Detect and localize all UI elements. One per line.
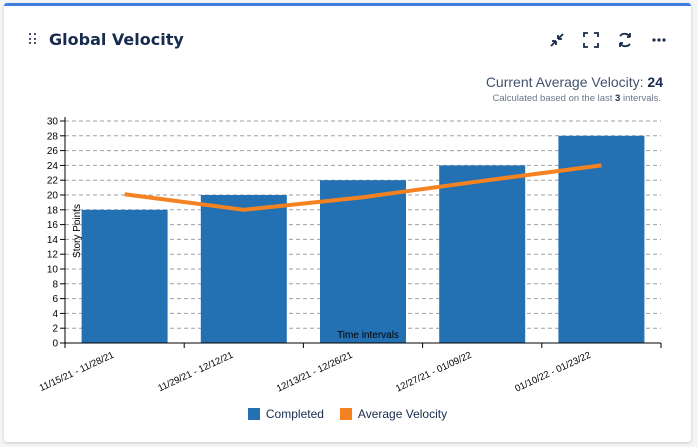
legend-swatch-completed [247,408,260,420]
y-tick-label: 6 [52,294,58,305]
x-tick-label: 11/15/21 - 11/28/21 [38,350,116,394]
legend-label-average: Average Velocity [357,407,448,421]
x-tick-label: 01/10/22 - 01/23/22 [513,350,592,395]
velocity-note-suffix: intervals. [622,93,661,104]
x-tick-label: 11/29/21 - 12/12/21 [156,350,235,394]
chart-legend: Completed Average Velocity [4,407,691,421]
y-tick-label: 24 [47,161,59,172]
bar-completed [320,180,406,343]
y-tick-label: 2 [52,324,58,335]
y-tick-label: 18 [47,205,59,216]
y-tick-label: 22 [47,176,59,187]
card-title: Global Velocity [49,30,184,49]
y-tick-label: 8 [52,279,58,290]
bar-completed [439,165,526,343]
velocity-note: Calculated based on the last 3 intervals… [493,93,661,104]
y-axis-title: Story Points [72,204,83,258]
drag-handle-icon[interactable] [29,33,37,45]
x-axis-title: Time intervals [337,330,399,341]
y-tick-label: 4 [52,309,58,320]
y-tick-label: 28 [47,131,59,142]
current-velocity: Current Average Velocity: 24 [486,74,663,90]
y-tick-label: 20 [47,191,59,202]
y-tick-label: 30 [47,117,59,128]
collapse-icon[interactable] [547,30,567,50]
fullscreen-icon[interactable] [581,30,601,50]
velocity-note-count: 3 [615,93,621,104]
legend-swatch-average [339,408,352,420]
card-toolbar [547,30,669,50]
y-tick-label: 26 [47,146,59,157]
velocity-note-prefix: Calculated based on the last [492,93,613,104]
bar-completed [200,195,287,343]
velocity-value: 24 [647,74,663,90]
y-tick-label: 0 [52,339,58,350]
y-tick-label: 14 [47,235,59,246]
legend-item-completed[interactable]: Completed [247,407,324,421]
velocity-label: Current Average Velocity: [485,74,644,90]
x-tick-label: 12/27/21 - 01/09/22 [394,350,473,395]
refresh-icon[interactable] [615,30,635,50]
y-tick-label: 12 [47,250,59,261]
y-tick-label: 10 [47,265,59,276]
x-tick-label: 12/13/21 - 12/26/21 [275,350,354,395]
y-tick-label: 16 [47,220,59,231]
bar-completed [81,209,168,343]
line-average-velocity [124,163,602,212]
more-icon[interactable] [649,30,669,50]
velocity-card: Global Velocity Current Average Vel [4,3,691,442]
legend-label-completed: Completed [265,407,324,421]
legend-item-average[interactable]: Average Velocity [339,407,448,421]
